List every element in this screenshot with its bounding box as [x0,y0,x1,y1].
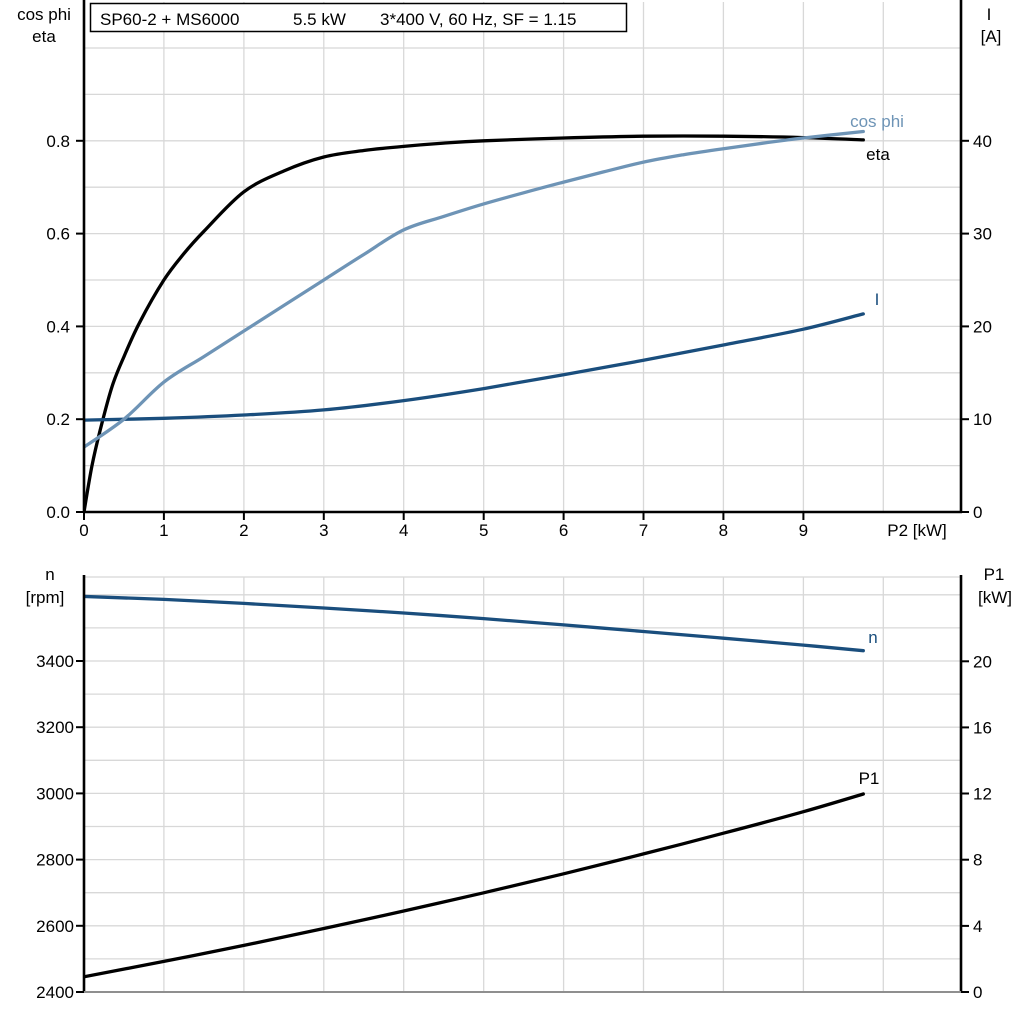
left-tick-label: 2400 [36,983,74,1002]
title-box [89,2,628,33]
right-tick-label: 40 [973,132,992,151]
right-tick-label: 10 [973,410,992,429]
top-chart: 0.0 0.2 0.4 0.6 0.8 0 10 20 30 40 0 1 2 3 4 5 6 7 8 9 cos p… [17,0,1001,540]
x-tick-label: 6 [559,521,568,540]
speed-axis-title-line1: n [45,565,54,584]
left-axis-title-line1: cos phi [17,5,71,24]
right-tick-label: 0 [973,503,982,522]
bottom-chart-tick-labels: 2400 2600 2800 3000 3200 3400 0 4 8 12 16 20 [36,652,992,1002]
eta-curve [84,134,865,513]
current-curve-label: I [875,290,880,309]
x-tick-label: 7 [639,521,648,540]
left-tick-label: 0.8 [46,132,70,151]
x-tick-label: 1 [159,521,168,540]
x-tick-label: 0 [79,521,88,540]
p1-axis-title-line2: [kW] [978,588,1012,607]
top-chart-tick-labels: 0.0 0.2 0.4 0.6 0.8 0 10 20 30 40 0 1 2 3 4 5 6 7 8 9 [46,132,992,540]
bottom-chart-axes [76,575,969,993]
right-tick-label: 16 [973,718,992,737]
left-tick-label: 0.6 [46,225,70,244]
speed-axis-title-line2: [rpm] [26,588,65,607]
x-tick-label: 4 [399,521,408,540]
cos-phi-curve-label: cos phi [850,112,904,131]
right-axis-title-line2: [A] [981,27,1002,46]
left-axis-title-line2: eta [32,27,56,46]
right-tick-label: 8 [973,851,982,870]
left-tick-label: 2800 [36,851,74,870]
left-tick-label: 2600 [36,917,74,936]
bottom-chart: 2400 2600 2800 3000 3200 3400 0 4 8 12 16 20 n [rpm… [26,565,1012,1002]
bottom-chart-gridlines [84,576,961,992]
eta-curve-label: eta [866,145,890,164]
title-power-rating: 5.5 kW [293,10,346,29]
bottom-chart-curves [84,594,865,979]
x-tick-label: 2 [239,521,248,540]
x-tick-label: 3 [319,521,328,540]
right-tick-label: 30 [973,225,992,244]
p1-axis-title-line1: P1 [984,565,1005,584]
right-tick-label: 20 [973,317,992,336]
P1-curve [84,792,865,979]
right-tick-label: 20 [973,652,992,671]
right-tick-label: 0 [973,983,982,1002]
right-axis-title-line1: I [987,5,992,24]
left-tick-label: 3000 [36,784,74,803]
x-tick-label: 8 [719,521,728,540]
top-chart-curves [84,129,865,513]
left-tick-label: 0.0 [46,503,70,522]
speed-curve-label: n [868,628,877,647]
title-pump-model: SP60-2 + MS6000 [100,10,239,29]
left-tick-label: 0.2 [46,410,70,429]
top-chart-gridlines [84,2,961,512]
left-tick-label: 0.4 [46,317,70,336]
x-tick-label: 5 [479,521,488,540]
title-text: SP60-2 + MS6000 5.5 kW 3*400 V, 60 Hz, S… [100,10,576,29]
x-axis-label: P2 [kW] [887,521,947,540]
left-tick-label: 3200 [36,718,74,737]
x-tick-label: 9 [799,521,808,540]
title-supply-spec: 3*400 V, 60 Hz, SF = 1.15 [380,10,576,29]
right-tick-label: 4 [973,917,982,936]
I-curve [84,312,865,422]
cos-phi-curve [84,129,865,449]
p1-curve-label: P1 [859,769,880,788]
n-curve [84,594,865,653]
right-tick-label: 12 [973,785,992,804]
top-chart-axes [76,0,969,520]
left-tick-label: 3400 [36,652,74,671]
